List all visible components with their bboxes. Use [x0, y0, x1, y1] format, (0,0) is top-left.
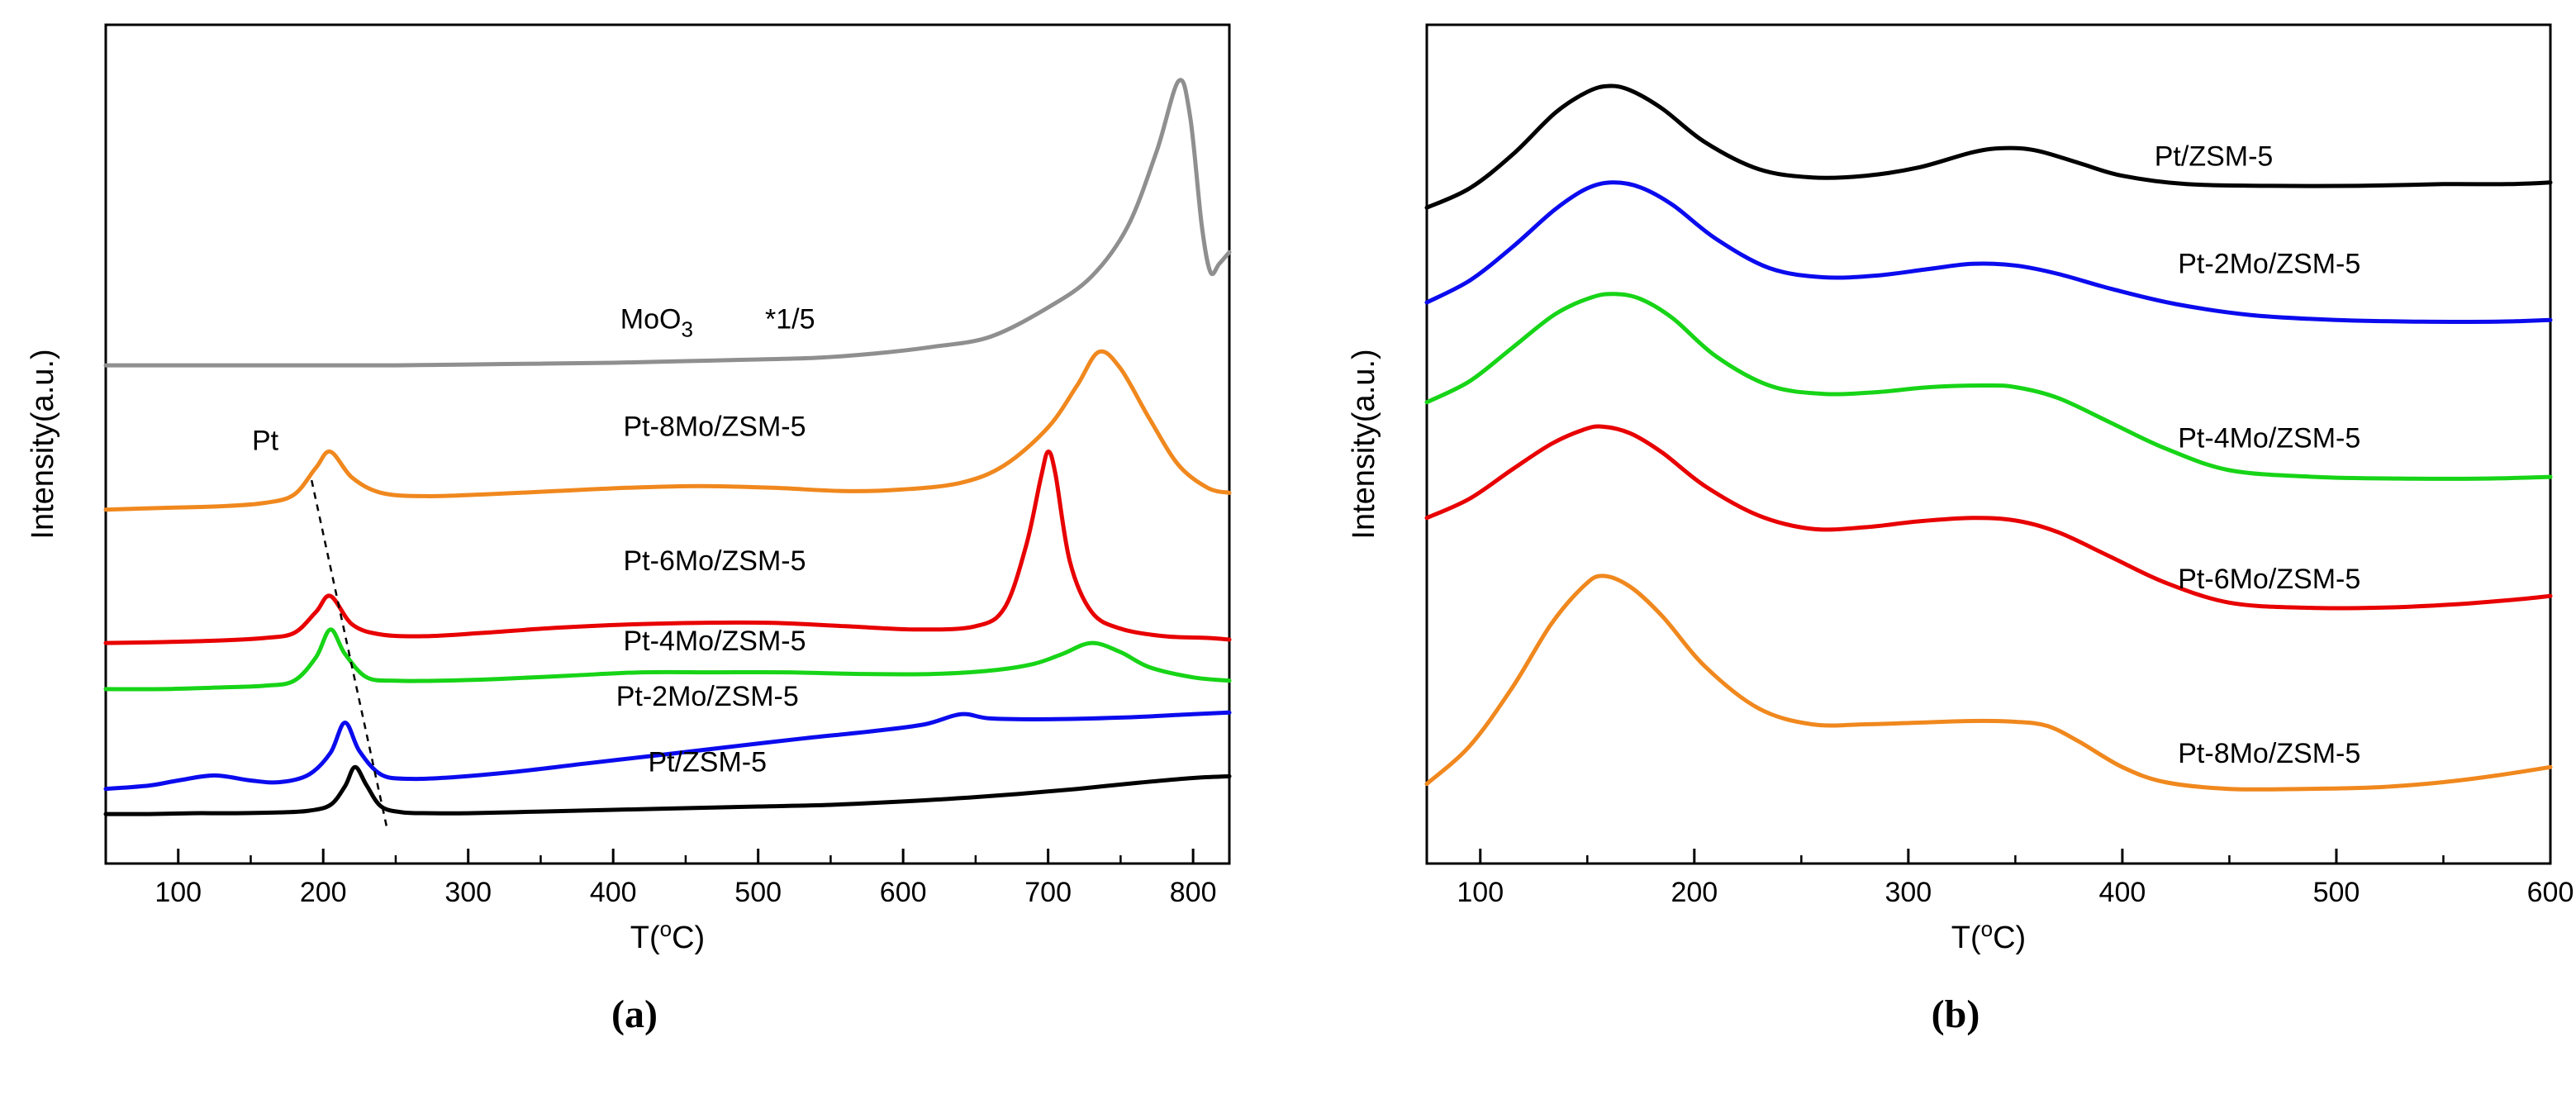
y-axis-label: Intensity(a.u.) — [26, 349, 60, 539]
series-label-pt-2mo: Pt-2Mo/ZSM-5 — [616, 681, 799, 712]
panel-b-caption: (b) — [1931, 992, 1980, 1036]
x-tick-label: 500 — [2313, 877, 2360, 908]
series-curve-pt-6mo-zsm-5 — [103, 450, 1232, 645]
series-label-pt-2mo: Pt-2Mo/ZSM-5 — [2178, 248, 2360, 279]
x-tick-label: 300 — [444, 877, 492, 908]
x-tick-label: 700 — [1024, 877, 1072, 908]
x-tick-label: 200 — [300, 877, 347, 908]
series-curve-pt-2mo-zsm-5 — [103, 710, 1232, 792]
series-curve-pt-6mo-zsm-5 — [1424, 424, 2553, 611]
series-curve-moo3 — [103, 78, 1232, 368]
x-tick-label: 400 — [2099, 877, 2146, 908]
panel-b-chart: 100 200 300 400 500 600 T(oC) Intensity(a.u.) Pt… — [1336, 8, 2575, 959]
x-tick-label: 300 — [1884, 877, 1932, 908]
x-tick-label: 200 — [1671, 877, 1718, 908]
x-tick-label: 600 — [880, 877, 927, 908]
scale-factor-label: *1/5 — [765, 303, 815, 335]
series-curve-pt-zsm-5 — [1424, 83, 2553, 210]
series-label-pt-8mo: Pt-8Mo/ZSM-5 — [2178, 738, 2360, 769]
series-curve-pt-4mo-zsm-5 — [103, 627, 1232, 692]
x-tick-label: 500 — [734, 877, 782, 908]
x-axis-label: T(oC) — [630, 916, 705, 955]
series-label-pt-4mo: Pt-4Mo/ZSM-5 — [2178, 423, 2360, 454]
series-label-pt: Pt/ZSM-5 — [648, 746, 767, 778]
series-curve-pt-8mo-zsm-5 — [103, 349, 1232, 512]
pt-peak-shift-dashed-line — [310, 479, 388, 829]
series-label-pt-6mo: Pt-6Mo/ZSM-5 — [624, 545, 806, 577]
plot-frame — [104, 23, 1231, 865]
x-tick-label: 100 — [154, 877, 202, 908]
pt-annotation-label: Pt — [252, 426, 279, 457]
series-label-pt: Pt/ZSM-5 — [2155, 141, 2274, 173]
series-label-pt-6mo: Pt-6Mo/ZSM-5 — [2178, 564, 2360, 595]
y-axis-label: Intensity(a.u.) — [1347, 349, 1381, 539]
x-axis-label: T(oC) — [1951, 916, 2026, 955]
series-curve-pt-4mo-zsm-5 — [1424, 292, 2553, 481]
x-tick-label: 100 — [1457, 877, 1504, 908]
series-curve-pt-8mo-zsm-5 — [1424, 573, 2553, 792]
panel-a: 100 200 300 400 500 600 700 800 T(oC) Intensity(a… — [15, 8, 1254, 1037]
series-curve-pt-zsm-5 — [103, 764, 1232, 816]
x-tick-label: 800 — [1170, 877, 1217, 908]
series-label-pt-8mo: Pt-8Mo/ZSM-5 — [624, 411, 806, 442]
x-tick-label: 600 — [2527, 877, 2574, 908]
panel-a-chart: 100 200 300 400 500 600 700 800 T(oC) Intensity(a… — [15, 8, 1254, 959]
plot-frame — [1425, 23, 2552, 865]
panel-b: 100 200 300 400 500 600 T(oC) Intensity(a.u.) Pt… — [1336, 8, 2575, 1037]
series-label-moo3: MoO3 — [620, 303, 693, 341]
x-tick-label: 400 — [590, 877, 637, 908]
series-label-pt-4mo: Pt-4Mo/ZSM-5 — [624, 626, 806, 657]
series-curve-pt-2mo-zsm-5 — [1424, 180, 2553, 325]
panel-a-caption: (a) — [611, 992, 658, 1036]
